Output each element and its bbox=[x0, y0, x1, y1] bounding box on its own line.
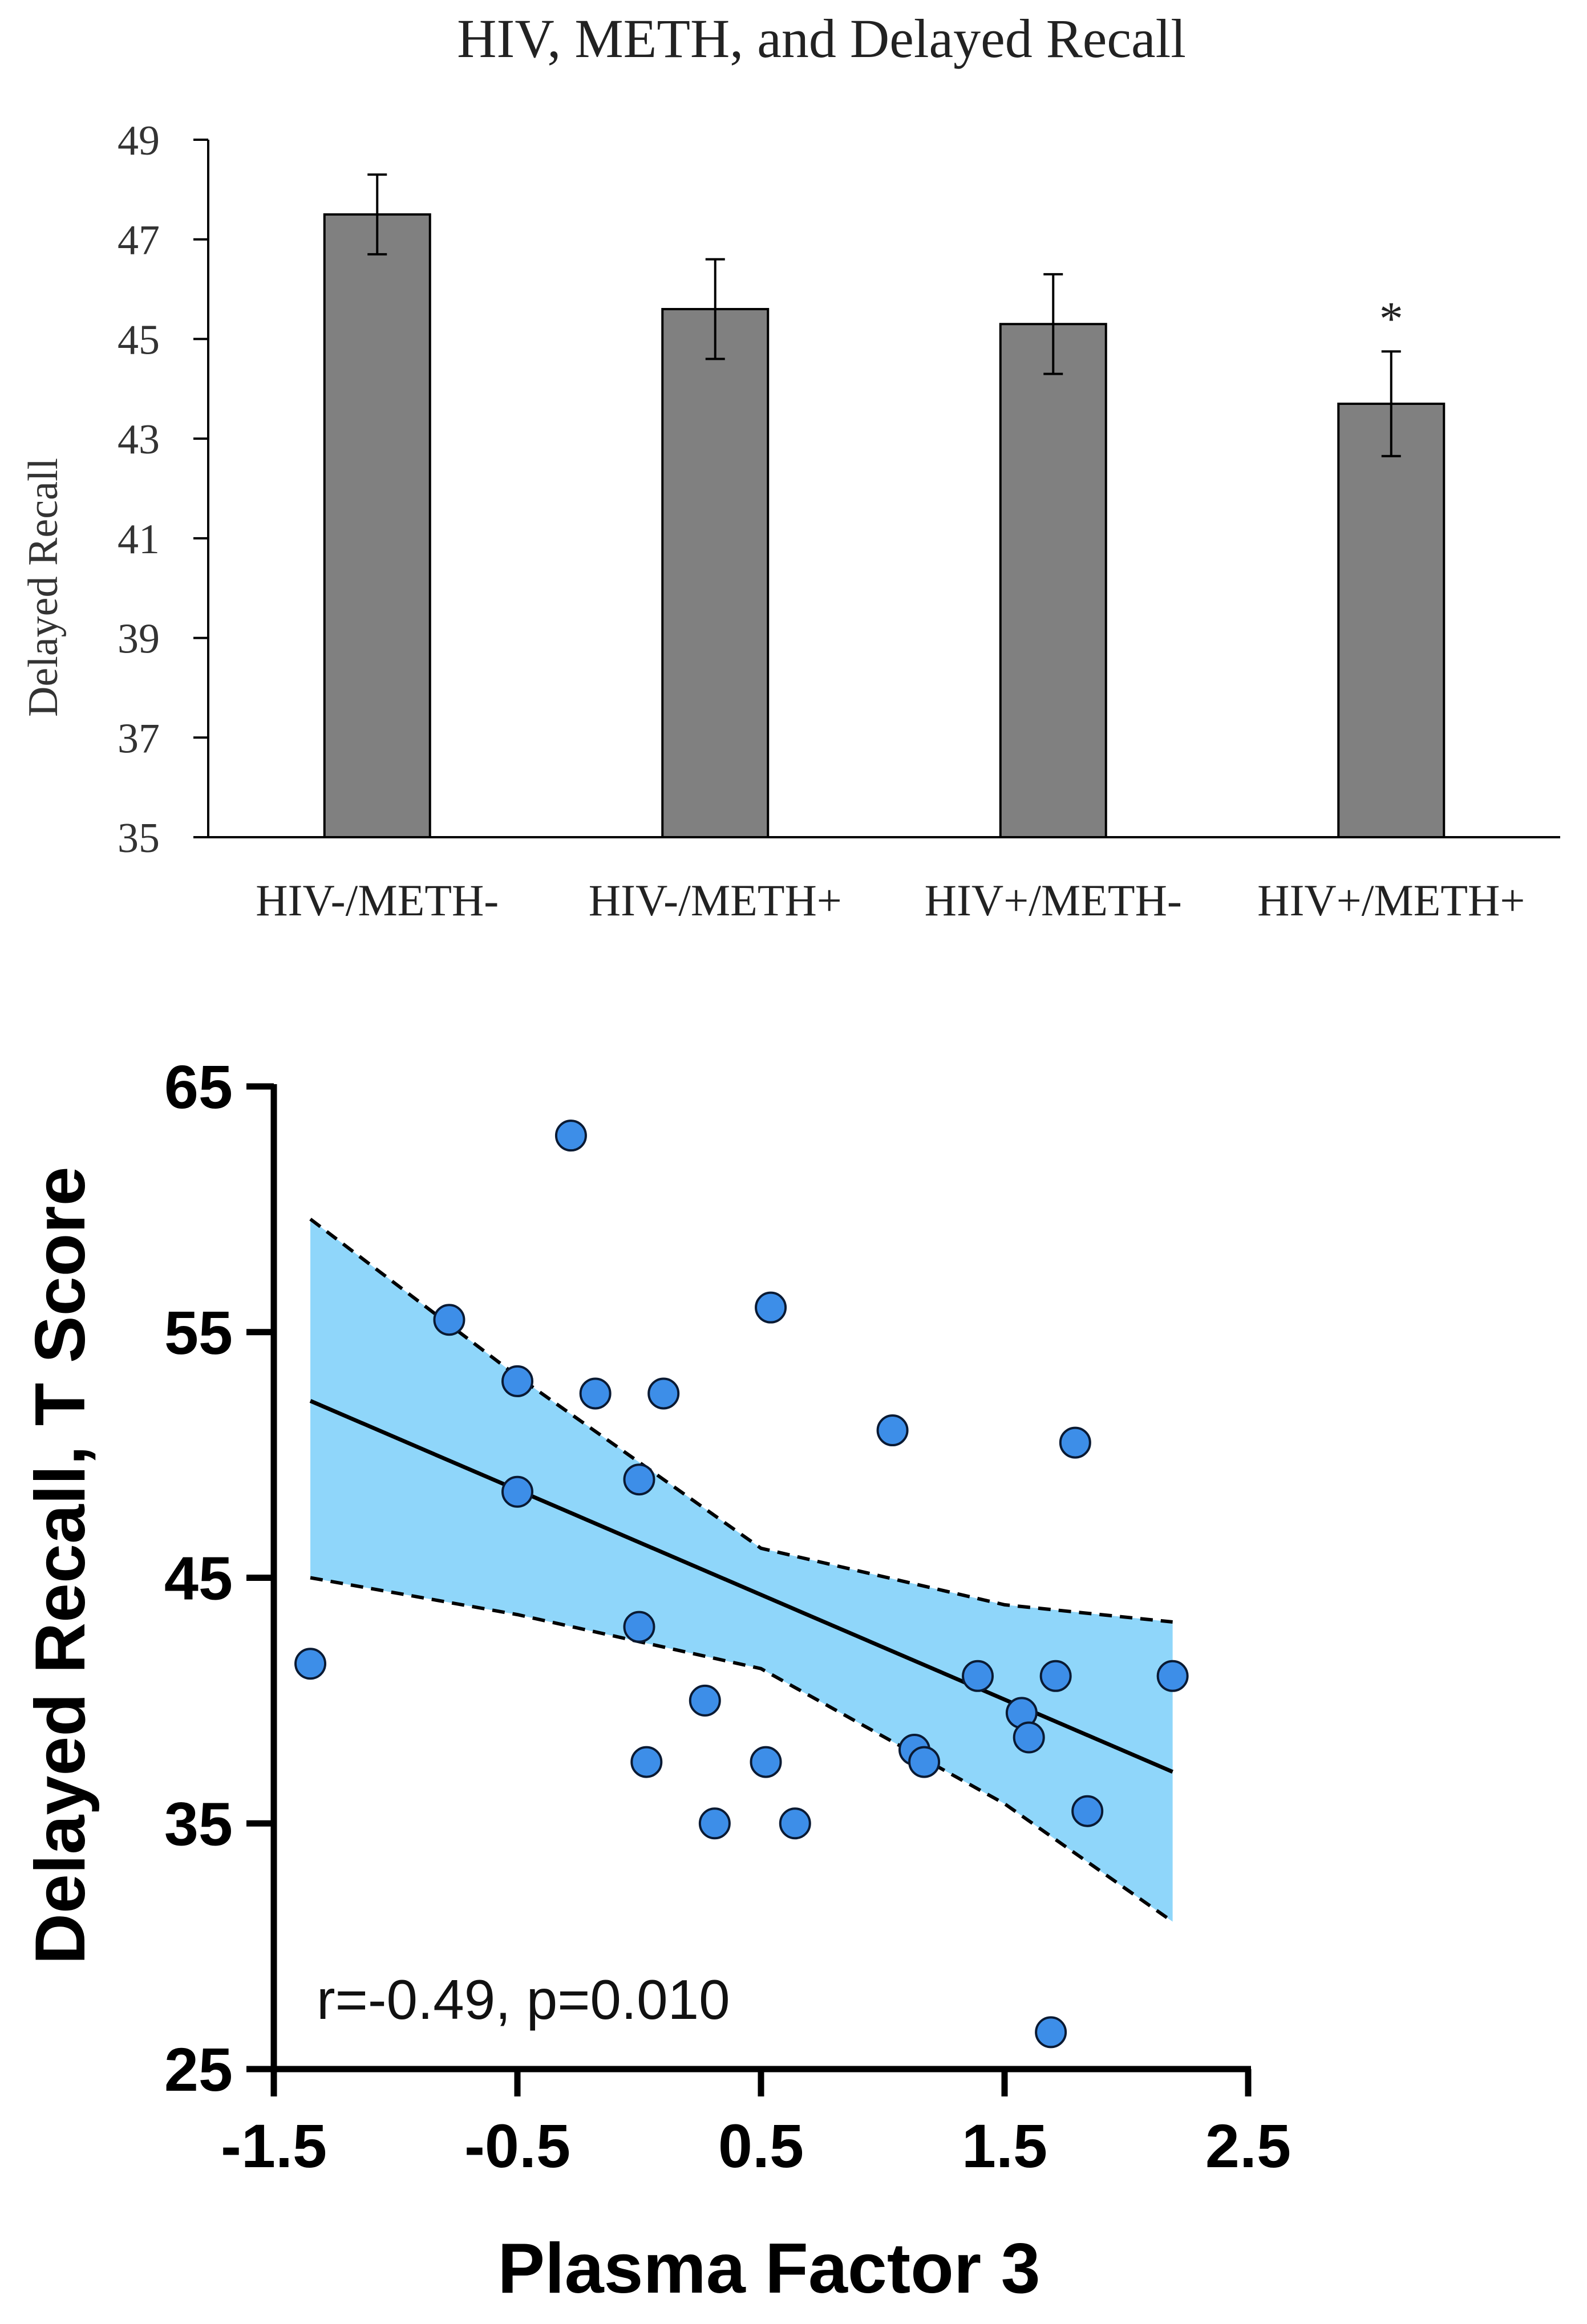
scatter-chart-x-axis-label: Plasma Factor 3 bbox=[497, 2229, 1040, 2308]
bar-category-label: HIV-/METH+ bbox=[589, 875, 842, 925]
scatter-point bbox=[554, 1120, 587, 1152]
bar-y-tick-label: 41 bbox=[118, 516, 160, 563]
scatter-point bbox=[698, 1807, 731, 1840]
bar bbox=[999, 323, 1107, 838]
scatter-chart-x-ticks: -1.5 -0.5 0.5 1.5 2.5 bbox=[221, 2069, 1291, 2180]
scatter-point bbox=[1035, 2016, 1067, 2049]
scatter-x-tick-label: -1.5 bbox=[221, 2111, 327, 2180]
bar-y-tick-label: 37 bbox=[118, 715, 160, 762]
bar-chart-error-bars bbox=[367, 173, 1401, 457]
bar-chart-category-labels: HIV-/METH- HIV-/METH+ HIV+/METH- HIV+/METH+ bbox=[256, 875, 1525, 925]
scatter-y-tick-label: 65 bbox=[164, 1052, 233, 1121]
scatter-point bbox=[1059, 1426, 1091, 1459]
scatter-point bbox=[433, 1304, 465, 1336]
scatter-point bbox=[294, 1648, 327, 1680]
confidence-band-area bbox=[310, 1219, 1173, 1922]
bar-y-tick-label: 47 bbox=[118, 217, 160, 264]
scatter-chart: 25 35 45 55 65 -1.5 -0.5 0.5 1.5 2.5 r=-0.49, p=… bbox=[21, 1052, 1291, 2308]
correlation-annotation: r=-0.49, p=0.010 bbox=[317, 1968, 730, 2031]
bar bbox=[1337, 402, 1446, 838]
scatter-y-tick-label: 35 bbox=[164, 1789, 233, 1858]
bar-chart-y-ticks: 35 37 39 41 43 45 47 49 bbox=[118, 117, 208, 862]
bar-chart-y-axis-label: Delayed Recall bbox=[20, 458, 67, 717]
scatter-chart-y-ticks: 25 35 45 55 65 bbox=[164, 1052, 274, 2104]
scatter-point bbox=[623, 1611, 655, 1643]
scatter-point bbox=[579, 1377, 612, 1410]
scatter-x-tick-label: -0.5 bbox=[464, 2111, 570, 2180]
bar bbox=[323, 213, 431, 838]
confidence-lower-bound bbox=[310, 1576, 1174, 1924]
scatter-point bbox=[630, 1746, 663, 1778]
scatter-points bbox=[294, 1120, 1189, 2049]
scatter-x-tick-label: 2.5 bbox=[1205, 2111, 1291, 2180]
scatter-point bbox=[623, 1463, 655, 1496]
bar-chart-title: HIV, METH, and Delayed Recall bbox=[457, 8, 1186, 69]
bar-y-tick-label: 49 bbox=[118, 117, 160, 164]
scatter-point bbox=[1013, 1721, 1045, 1754]
bar-chart-annotations: * bbox=[1379, 292, 1403, 345]
scatter-point bbox=[908, 1746, 941, 1778]
scatter-x-tick-label: 1.5 bbox=[962, 2111, 1047, 2180]
bar-category-label: HIV+/METH+ bbox=[1257, 875, 1525, 925]
bar-y-tick-label: 45 bbox=[118, 317, 160, 363]
scatter-point bbox=[689, 1684, 721, 1717]
scatter-point bbox=[647, 1377, 680, 1410]
scatter-chart-y-axis-label: Delayed Recall, T Score bbox=[21, 1166, 100, 1964]
scatter-point bbox=[1156, 1660, 1189, 1692]
scatter-y-tick-label: 25 bbox=[164, 2035, 233, 2104]
scatter-point bbox=[1039, 1660, 1072, 1692]
bar-y-tick-label: 35 bbox=[118, 815, 160, 862]
scatter-point bbox=[1071, 1795, 1104, 1827]
scatter-point bbox=[501, 1365, 533, 1397]
bar-category-label: HIV-/METH- bbox=[256, 875, 499, 925]
scatter-point bbox=[755, 1291, 787, 1324]
bar-chart-axes bbox=[207, 140, 1560, 838]
significance-marker: * bbox=[1379, 292, 1403, 345]
bar-category-label: HIV+/METH- bbox=[925, 875, 1182, 925]
scatter-point bbox=[876, 1414, 909, 1447]
scatter-point bbox=[501, 1475, 533, 1508]
bar-y-tick-label: 43 bbox=[118, 416, 160, 463]
scatter-x-tick-label: 0.5 bbox=[718, 2111, 804, 2180]
scatter-point bbox=[962, 1660, 994, 1692]
bar-y-tick-label: 39 bbox=[118, 616, 160, 663]
scatter-y-tick-label: 45 bbox=[164, 1544, 233, 1613]
bar bbox=[661, 308, 770, 838]
scatter-point bbox=[750, 1746, 782, 1778]
bar-chart: HIV, METH, and Delayed Recall Delayed Re… bbox=[20, 8, 1560, 925]
confidence-band bbox=[310, 1219, 1173, 1922]
scatter-y-tick-label: 55 bbox=[164, 1298, 233, 1367]
scatter-point bbox=[779, 1807, 811, 1840]
bar-chart-bars bbox=[323, 213, 1446, 838]
